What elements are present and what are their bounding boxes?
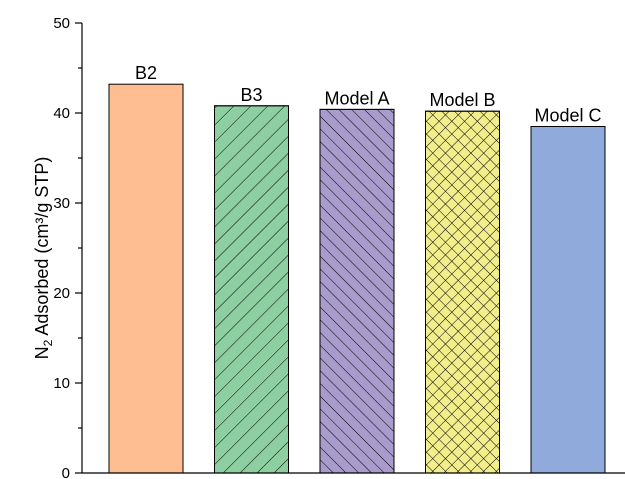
bar-b3-hatch bbox=[214, 105, 289, 474]
y-tick-label: 40 bbox=[53, 105, 70, 122]
y-axis-title-rest: Adsorbed (cm³/g STP) bbox=[32, 157, 52, 340]
bar-b2 bbox=[108, 83, 184, 474]
bar-label-model-b: Model B bbox=[429, 90, 495, 110]
bar-labels: B2 B3 Model A Model B Model C bbox=[135, 63, 602, 125]
bar-label-model-c: Model C bbox=[534, 106, 601, 126]
y-ticks: 0 10 20 30 40 50 bbox=[53, 15, 82, 479]
y-axis-title-main: N bbox=[32, 346, 52, 359]
y-axis-title-subscript: 2 bbox=[41, 339, 55, 346]
y-tick-label: 20 bbox=[53, 285, 70, 302]
bar-label-model-a: Model A bbox=[324, 88, 389, 108]
y-axis-title: N2 Adsorbed (cm³/g STP) bbox=[32, 157, 55, 360]
y-tick-label: 0 bbox=[62, 465, 70, 479]
bar-model-b-hatch bbox=[425, 110, 500, 474]
bar-model-a-hatch bbox=[319, 108, 395, 474]
bars-group bbox=[108, 83, 606, 474]
y-tick-label: 10 bbox=[53, 375, 70, 392]
bar-label-b2: B2 bbox=[135, 63, 157, 83]
y-tick-label: 50 bbox=[53, 15, 70, 32]
bar-model-c bbox=[530, 126, 606, 474]
bar-label-b3: B3 bbox=[240, 85, 262, 105]
y-tick-label: 30 bbox=[53, 195, 70, 212]
